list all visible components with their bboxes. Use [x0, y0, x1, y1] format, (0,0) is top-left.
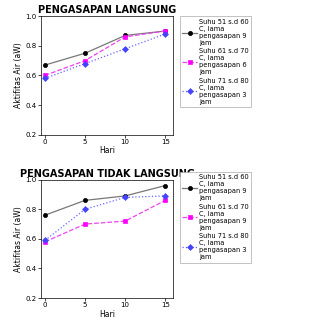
Legend: Suhu 51 s.d 60
C, lama
pengasapan 9
jam, Suhu 61 s.d 70
C, lama
pengasapan 9
jam: Suhu 51 s.d 60 C, lama pengasapan 9 jam,… [180, 172, 251, 263]
Suhu 51 s.d 60
C, lama
pengasapan 9
jam [43, 213, 47, 217]
Suhu 51 s.d 60
C, lama
pengasapan 9
jam [123, 33, 127, 37]
Line: Suhu 71 s.d 80
C, lama
pengasapan 3
jam: Suhu 71 s.d 80 C, lama pengasapan 3 jam [43, 32, 167, 80]
Suhu 71 s.d 80
C, lama
pengasapan 3
jam [43, 238, 47, 242]
Suhu 61 s.d 70
C, lama
pengasapan 6
jam [43, 74, 47, 77]
Suhu 51 s.d 60
C, lama
pengasapan 9
jam [83, 51, 87, 55]
X-axis label: Hari: Hari [99, 146, 115, 155]
Suhu 71 s.d 80
C, lama
pengasapan 3
jam [163, 32, 167, 36]
Suhu 61 s.d 70
C, lama
pengasapan 9
jam [163, 198, 167, 202]
Suhu 61 s.d 70
C, lama
pengasapan 6
jam [163, 29, 167, 33]
Line: Suhu 51 s.d 60
C, lama
pengasapan 9
jam: Suhu 51 s.d 60 C, lama pengasapan 9 jam [43, 29, 167, 67]
Suhu 61 s.d 70
C, lama
pengasapan 9
jam [83, 222, 87, 226]
Title: PENGASAPAN LANGSUNG: PENGASAPAN LANGSUNG [38, 6, 176, 16]
Title: PENGASAPAN TIDAK LANGSUNG: PENGASAPAN TIDAK LANGSUNG [20, 169, 195, 179]
Suhu 51 s.d 60
C, lama
pengasapan 9
jam [163, 29, 167, 33]
Suhu 71 s.d 80
C, lama
pengasapan 3
jam [83, 62, 87, 65]
Suhu 71 s.d 80
C, lama
pengasapan 3
jam [83, 207, 87, 211]
Suhu 71 s.d 80
C, lama
pengasapan 3
jam [123, 195, 127, 199]
Suhu 51 s.d 60
C, lama
pengasapan 9
jam [43, 63, 47, 67]
Line: Suhu 51 s.d 60
C, lama
pengasapan 9
jam: Suhu 51 s.d 60 C, lama pengasapan 9 jam [43, 183, 167, 217]
Suhu 71 s.d 80
C, lama
pengasapan 3
jam [43, 76, 47, 80]
Suhu 51 s.d 60
C, lama
pengasapan 9
jam [83, 198, 87, 202]
Line: Suhu 71 s.d 80
C, lama
pengasapan 3
jam: Suhu 71 s.d 80 C, lama pengasapan 3 jam [43, 194, 167, 242]
Line: Suhu 61 s.d 70
C, lama
pengasapan 6
jam: Suhu 61 s.d 70 C, lama pengasapan 6 jam [43, 29, 167, 77]
Suhu 61 s.d 70
C, lama
pengasapan 9
jam [43, 240, 47, 244]
Suhu 61 s.d 70
C, lama
pengasapan 9
jam [123, 219, 127, 223]
Legend: Suhu 51 s.d 60
C, lama
pengasapan 9
jam, Suhu 61 s.d 70
C, lama
pengasapan 6
jam: Suhu 51 s.d 60 C, lama pengasapan 9 jam,… [180, 16, 251, 107]
Y-axis label: Aktifitas Air (aW): Aktifitas Air (aW) [14, 206, 23, 272]
Suhu 61 s.d 70
C, lama
pengasapan 6
jam [123, 35, 127, 39]
Suhu 51 s.d 60
C, lama
pengasapan 9
jam [163, 184, 167, 188]
Suhu 51 s.d 60
C, lama
pengasapan 9
jam [123, 194, 127, 198]
X-axis label: Hari: Hari [99, 310, 115, 318]
Line: Suhu 61 s.d 70
C, lama
pengasapan 9
jam: Suhu 61 s.d 70 C, lama pengasapan 9 jam [43, 198, 167, 244]
Suhu 71 s.d 80
C, lama
pengasapan 3
jam [163, 194, 167, 198]
Suhu 61 s.d 70
C, lama
pengasapan 6
jam [83, 59, 87, 63]
Y-axis label: Aktifitas Air (aW): Aktifitas Air (aW) [14, 42, 23, 108]
Suhu 71 s.d 80
C, lama
pengasapan 3
jam [123, 47, 127, 51]
